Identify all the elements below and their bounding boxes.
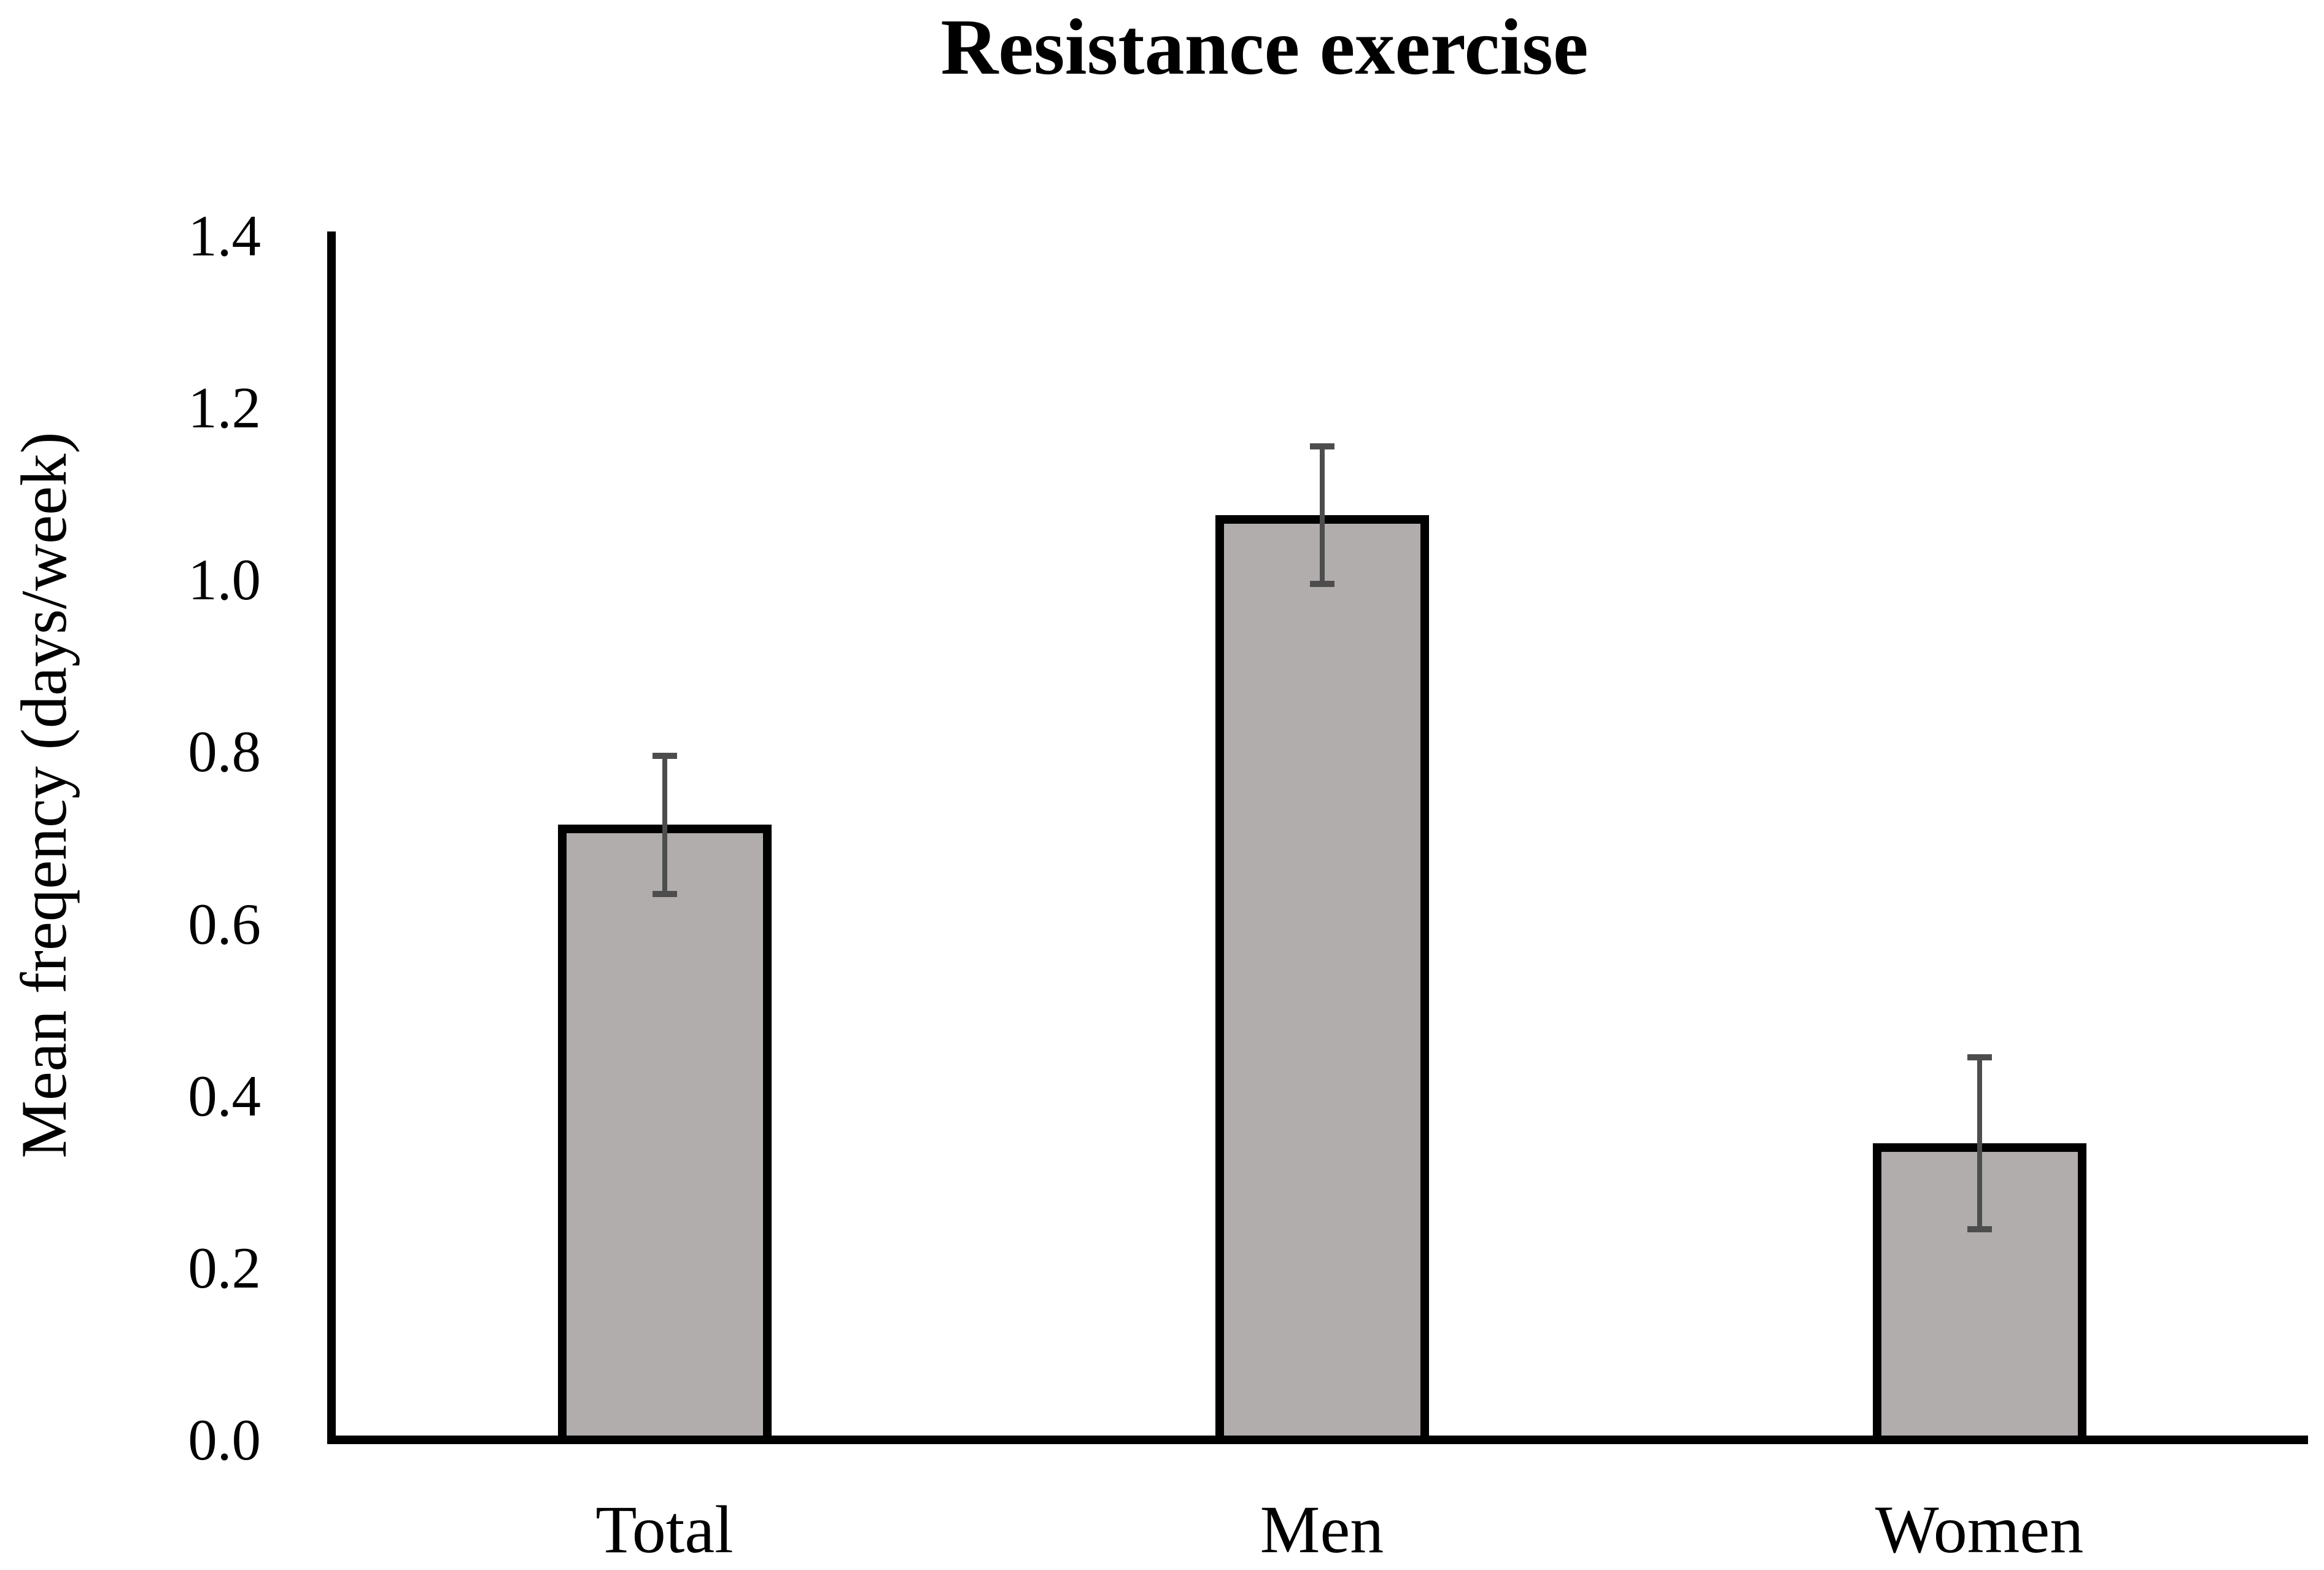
error-bar-bottom-cap-total xyxy=(652,890,677,897)
y-tick-label-0.8: 0.8 xyxy=(188,719,261,785)
error-bar-line-total xyxy=(662,756,667,894)
error-bar-top-cap-women xyxy=(1967,1054,1992,1060)
y-tick-label-1.4: 1.4 xyxy=(188,203,261,268)
y-tick-label-1.0: 1.0 xyxy=(188,547,261,613)
y-tick-label-0.2: 0.2 xyxy=(188,1235,261,1300)
error-bar-bottom-cap-men xyxy=(1309,581,1334,588)
x-category-label-total: Total xyxy=(595,1492,734,1567)
y-tick-label-0.6: 0.6 xyxy=(188,891,261,957)
error-bar-line-men xyxy=(1319,446,1325,585)
error-bar-line-women xyxy=(1977,1057,1982,1229)
x-category-label-men: Men xyxy=(1260,1492,1384,1567)
plot-area xyxy=(327,231,2308,1444)
x-category-label-women: Women xyxy=(1875,1492,2084,1567)
error-bar-top-cap-total xyxy=(652,753,677,760)
bar-men xyxy=(1215,515,1429,1436)
y-tick-label-0.4: 0.4 xyxy=(188,1063,261,1129)
bar-total xyxy=(557,825,772,1436)
chart-title: Resistance exercise xyxy=(940,3,1589,91)
y-tick-label-0.0: 0.0 xyxy=(188,1407,261,1472)
error-bar-bottom-cap-women xyxy=(1967,1226,1992,1232)
error-bar-top-cap-men xyxy=(1309,443,1334,450)
y-tick-label-1.2: 1.2 xyxy=(188,375,261,441)
